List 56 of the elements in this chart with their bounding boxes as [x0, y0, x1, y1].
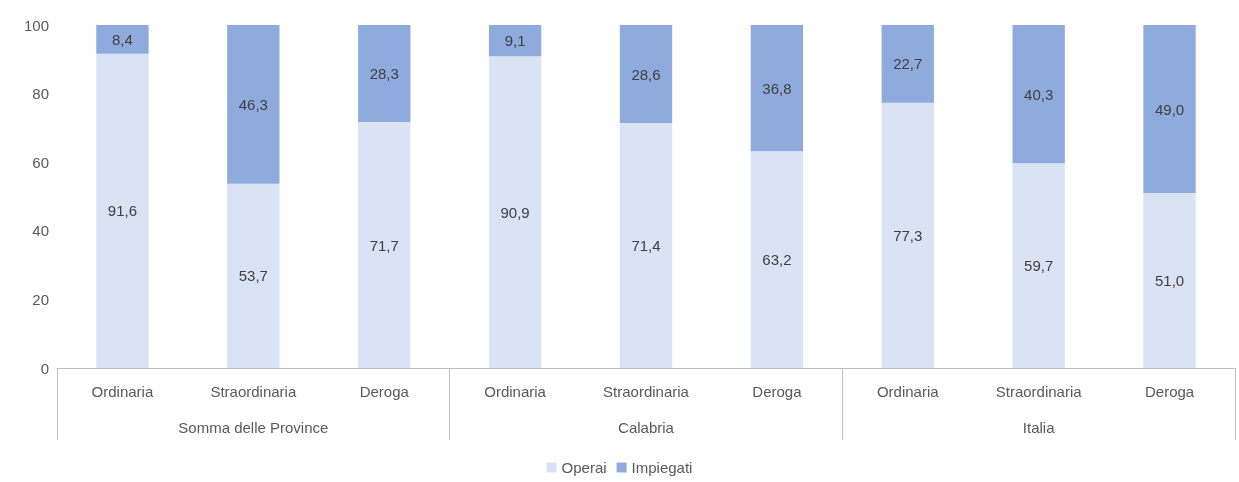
data-label: 22,7	[893, 55, 923, 73]
data-label: 63,2	[762, 251, 792, 269]
x-tick-label: Ordinaria	[91, 383, 154, 400]
bar	[358, 25, 411, 123]
bar	[96, 25, 149, 54]
bar	[1143, 193, 1196, 368]
bar	[1012, 163, 1065, 368]
data-label: 71,4	[631, 237, 661, 255]
legend-label: Impiegati	[631, 459, 693, 476]
data-label: 71,7	[369, 236, 399, 254]
bar	[750, 25, 804, 152]
y-tick-label: 20	[32, 290, 49, 308]
data-label: 90,9	[500, 203, 530, 221]
bar	[881, 25, 934, 103]
legend-label: Operai	[561, 459, 607, 476]
bar	[488, 25, 542, 57]
x-tick-label: Straordinaria	[210, 383, 297, 400]
bar	[227, 25, 280, 184]
data-label: 51,0	[1154, 272, 1185, 290]
y-tick-label: 0	[40, 359, 49, 377]
data-label: 49,0	[1154, 100, 1185, 118]
text: Somma delle Province	[178, 419, 329, 436]
bar	[619, 25, 673, 124]
y-tick-label: 100	[23, 16, 49, 34]
data-label: 40,3	[1024, 85, 1054, 103]
x-tick-label: Deroga	[359, 383, 410, 400]
data-label: 28,6	[631, 65, 661, 83]
data-label: 59,7	[1024, 257, 1054, 275]
text: Calabria	[618, 419, 675, 436]
y-tick-label: 60	[32, 153, 49, 171]
x-tick-label: Deroga	[752, 383, 803, 400]
data-label: 9,1	[504, 32, 526, 50]
bar	[227, 183, 280, 368]
y-tick-label: 80	[32, 85, 49, 103]
data-label: 46,3	[238, 95, 268, 113]
data-label: 36,8	[762, 79, 792, 97]
bar	[619, 123, 673, 368]
data-label: 53,7	[238, 267, 268, 285]
data-label: 91,6	[107, 202, 138, 220]
x-tick-label: Straordinaria	[995, 383, 1083, 400]
data-label: 77,3	[893, 226, 923, 244]
bar	[1143, 25, 1196, 194]
x-tick-label: Ordinaria	[484, 383, 547, 400]
x-tick-label: Deroga	[1144, 383, 1195, 400]
bar	[750, 151, 804, 368]
bar	[358, 122, 411, 368]
bar	[488, 56, 542, 368]
data-label: 8,4	[112, 30, 133, 48]
x-tick-label: Ordinaria	[876, 383, 940, 400]
bar	[1012, 25, 1065, 164]
bar	[96, 53, 149, 368]
text: Italia	[1022, 419, 1056, 436]
x-tick-label: Straordinaria	[603, 383, 690, 400]
data-label: 28,3	[369, 65, 399, 83]
bar	[881, 102, 934, 368]
y-tick-label: 40	[32, 222, 49, 240]
